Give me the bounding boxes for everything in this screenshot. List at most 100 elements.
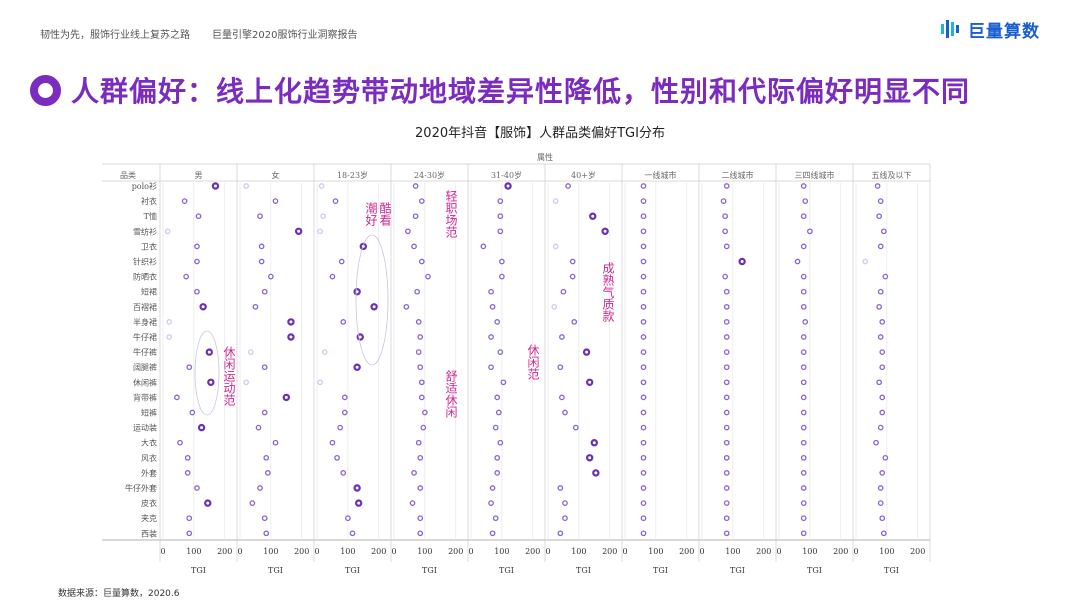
row-label-4: 卫衣 (141, 241, 157, 251)
row-label-21: 皮衣 (141, 498, 157, 508)
x-tick-label: 200 (833, 547, 848, 556)
dot-一线城市-15 (640, 409, 647, 416)
x-tick-label: 200 (602, 547, 617, 556)
dot-18-23岁-23 (349, 530, 356, 537)
dot-五线及以下-2 (876, 213, 883, 220)
dot-男-3 (164, 228, 171, 235)
row-label-23: 西装 (141, 528, 157, 538)
x-tick-label: 100 (571, 547, 586, 556)
dot-五线及以下-5 (862, 258, 869, 265)
dot-31-40岁-20 (489, 485, 496, 491)
dot-31-40岁-16 (492, 424, 499, 431)
dot-女-21 (249, 500, 256, 506)
dot-五线及以下-3 (880, 228, 887, 235)
x-tick-label: 0 (391, 547, 396, 556)
dot-二线城市-2 (722, 213, 729, 220)
dot-男-9 (166, 319, 173, 325)
dot-24-30岁-16 (420, 424, 427, 431)
dot-24-30岁-13 (418, 379, 425, 386)
row-header-label: 品类 (120, 170, 136, 180)
dot-18-23岁-1 (332, 198, 339, 204)
column-header-1: 女 (272, 170, 280, 180)
dot-二线城市-17 (723, 439, 730, 446)
dot-一线城市-7 (640, 288, 647, 295)
x-tick-label: 100 (648, 547, 663, 556)
dot-24-30岁-6 (425, 273, 431, 280)
x-tick-label: 0 (853, 547, 858, 556)
dot-31-40岁-4 (480, 243, 487, 250)
dot-二线城市-8 (723, 303, 730, 310)
dot-三四线城市-1 (802, 198, 809, 204)
annotation-mature: 成熟气质款 (601, 262, 615, 322)
row-label-14: 背带裤 (133, 392, 157, 402)
dot-二线城市-22 (723, 515, 730, 522)
dot-三四线城市-0 (800, 183, 807, 189)
dot-40+岁-17 (590, 439, 599, 447)
row-label-22: 夹克 (141, 513, 157, 523)
dot-18-23岁-20 (353, 484, 361, 492)
dot-一线城市-19 (640, 470, 647, 476)
dot-二线城市-7 (723, 288, 730, 295)
highlight-ellipse-young (355, 234, 389, 366)
x-axis-label: TGI (345, 566, 360, 575)
dot-18-23岁-22 (345, 515, 351, 522)
column-header-4: 31-40岁 (491, 170, 522, 180)
dot-24-30岁-5 (418, 258, 425, 265)
dot-24-30岁-23 (417, 530, 424, 537)
dot-五线及以下-18 (882, 454, 889, 461)
dot-24-30岁-11 (415, 349, 422, 355)
dot-男-15 (189, 409, 196, 416)
dot-男-11 (205, 348, 214, 356)
dot-男-19 (184, 470, 191, 476)
dot-40+岁-4 (552, 243, 559, 250)
dot-一线城市-4 (640, 243, 647, 250)
dot-24-30岁-1 (418, 198, 425, 204)
dot-男-23 (186, 530, 193, 537)
dot-二线城市-19 (723, 470, 730, 476)
dot-二线城市-18 (723, 454, 730, 461)
dot-31-40岁-11 (497, 349, 504, 355)
dot-18-23岁-11 (321, 349, 328, 355)
x-axis-label: TGI (807, 566, 822, 575)
dot-31-40岁-18 (494, 454, 501, 461)
dot-五线及以下-0 (874, 183, 881, 189)
dot-18-23岁-0 (318, 183, 325, 189)
x-axis-label: TGI (576, 566, 591, 575)
dot-40+岁-21 (562, 500, 568, 506)
dot-女-4 (258, 243, 265, 250)
dot-二线城市-14 (723, 394, 730, 401)
dot-一线城市-3 (640, 228, 647, 235)
x-tick-label: 200 (525, 547, 540, 556)
row-label-3: 雪纺衫 (133, 226, 157, 236)
x-tick-label: 100 (263, 547, 278, 556)
dot-一线城市-9 (640, 319, 647, 325)
dot-女-14 (282, 393, 291, 402)
column-header-9: 五线及以下 (872, 170, 912, 180)
dot-一线城市-23 (640, 530, 647, 537)
dot-三四线城市-22 (800, 515, 807, 522)
dot-男-17 (177, 439, 183, 446)
dot-40+岁-1 (552, 198, 559, 204)
x-tick-label: 100 (494, 547, 509, 556)
x-tick-label: 0 (160, 547, 165, 556)
x-tick-label: 0 (776, 547, 781, 556)
dot-五线及以下-17 (873, 439, 879, 446)
dot-二线城市-16 (723, 424, 730, 431)
dot-五线及以下-20 (877, 485, 884, 491)
dot-一线城市-17 (640, 439, 647, 446)
dot-40+岁-0 (565, 183, 571, 189)
x-tick-label: 200 (679, 547, 694, 556)
dot-女-8 (252, 303, 259, 310)
dot-一线城市-22 (640, 515, 647, 522)
dot-40+岁-2 (589, 212, 597, 220)
row-label-9: 半身裙 (133, 317, 157, 327)
dot-24-30岁-2 (412, 213, 419, 220)
dot-24-30岁-15 (422, 409, 428, 416)
dot-31-40岁-0 (504, 182, 512, 190)
dot-24-30岁-12 (417, 364, 424, 371)
dot-一线城市-21 (640, 500, 647, 506)
column-header-5: 40+岁 (571, 170, 596, 180)
x-tick-label: 100 (340, 547, 355, 556)
dot-二线城市-9 (723, 319, 730, 325)
